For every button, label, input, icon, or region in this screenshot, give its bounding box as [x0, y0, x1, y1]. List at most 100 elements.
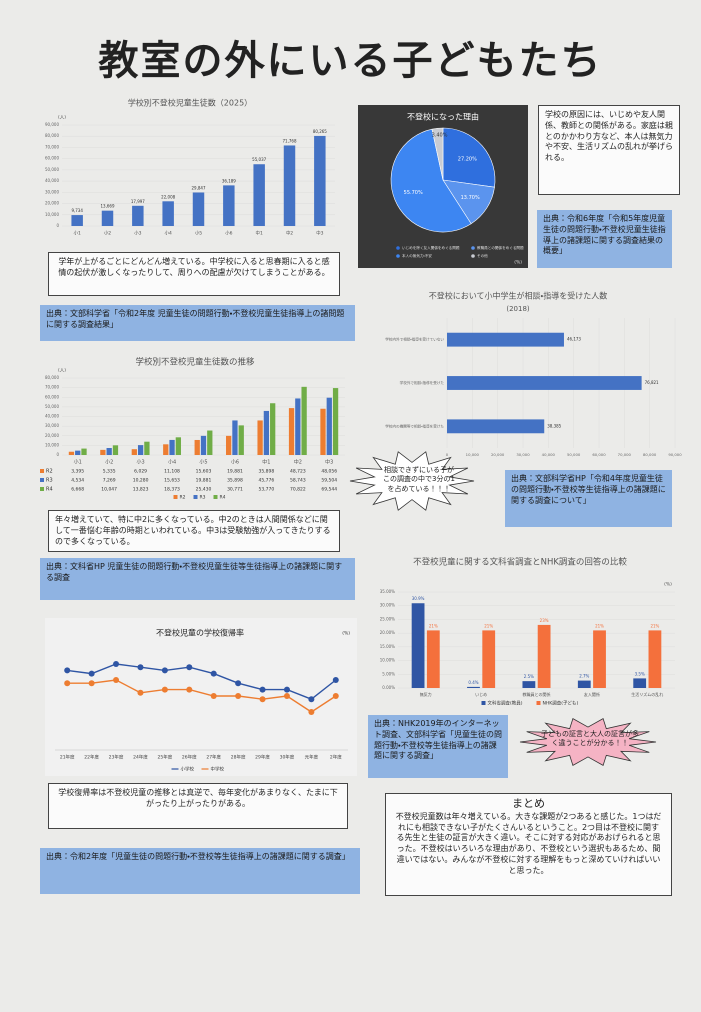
bar [71, 215, 83, 226]
line-marker [161, 667, 168, 674]
chart-title: 不登校になった理由 [407, 112, 479, 122]
bar [447, 419, 545, 434]
burst [519, 718, 657, 766]
data-label: 21% [595, 623, 604, 628]
table-swatch [40, 478, 44, 482]
line-marker [88, 670, 95, 677]
y-tick-label: 35.00% [380, 589, 395, 594]
y-tick-label: 10.00% [380, 658, 395, 663]
data-label: 23% [540, 618, 549, 623]
burst [349, 451, 475, 511]
bar [232, 420, 238, 455]
bar [100, 449, 106, 455]
y-tick-label: 5.00% [382, 671, 395, 676]
y-tick-label: 40,000 [45, 414, 59, 419]
y-tick-label: 50,000 [45, 404, 59, 409]
x-tick-label: 中3 [325, 459, 333, 466]
table-cell: 18,373 [164, 487, 180, 493]
bar [112, 445, 119, 455]
x-tick-label: 友人関係 [584, 691, 600, 697]
x-tick-label: 27年度 [206, 754, 221, 761]
bar [447, 332, 564, 347]
table-cell: 45,776 [259, 478, 275, 484]
x-tick-label: 中1 [262, 459, 270, 466]
bar [283, 145, 296, 226]
line-marker [88, 680, 95, 687]
bar [226, 435, 232, 455]
table-cell: 6,668 [71, 487, 84, 493]
bar [522, 681, 536, 688]
caption: 学年が上がるごとにどんどん増えている。中学校に入ると思春期に入ると感情の起伏が激… [48, 252, 340, 296]
x-tick-label: 30,000 [516, 452, 530, 457]
table-series-label: R2 [46, 469, 53, 475]
x-tick-label: 2年度 [330, 754, 342, 761]
source: 出典：文科省HP 児童生徒の問題行動・不登校児童生徒等生徒指導上の諸課題に関する… [40, 558, 355, 600]
x-tick-label: 小4 [164, 230, 171, 237]
bar [106, 448, 112, 455]
x-tick-label: 22年度 [84, 754, 99, 761]
line-marker [64, 680, 71, 687]
line-marker [308, 709, 315, 715]
x-tick-label: 中1 [255, 230, 262, 237]
burst-text: 子どもの証言と大人の証言が多く違うことが分かる！！ [541, 730, 639, 748]
axis-label: (%) [664, 582, 672, 588]
y-tick-label: 80,000 [45, 133, 59, 138]
legend-label: 中学校 [211, 766, 225, 773]
chart-title: 不登校において小中学生が相談・指導を受けた人数 [429, 291, 607, 301]
line-marker [186, 686, 193, 693]
bar [263, 410, 270, 455]
bar [288, 408, 295, 455]
bar [238, 425, 244, 455]
line-marker [137, 689, 144, 696]
bar [648, 630, 662, 688]
bar [194, 439, 200, 455]
summary: まとめ 不登校児童数は年々増えている。大きな課題が2つあると感じた。1つはだれに… [385, 793, 672, 896]
table-cell: 53,770 [259, 487, 275, 493]
x-tick-label: 28年度 [231, 754, 246, 761]
y-tick-label: 10,000 [45, 442, 59, 447]
table-swatch [40, 487, 44, 491]
data-label: 17,997 [131, 199, 145, 204]
bar [223, 185, 235, 226]
y-tick-label: 学校内外で相談・指導を受けていない [385, 337, 444, 342]
pie-slice [431, 127, 444, 181]
bar [482, 630, 496, 688]
table-cell: 19,881 [227, 469, 243, 475]
x-tick-label: 生活リズムの乱れ [631, 691, 663, 697]
legend-label: 教職員との関係をめぐる問題 [477, 245, 524, 250]
bar [162, 201, 174, 226]
line-marker [235, 680, 242, 687]
legend-label: いじめを除く友人関係をめぐる問題 [402, 245, 460, 250]
table-cell: 25,430 [196, 487, 212, 493]
bar [633, 678, 647, 688]
data-label: 30.9% [412, 596, 425, 601]
data-label: 21% [650, 623, 659, 628]
legend-label: その他 [477, 253, 488, 258]
y-tick-label: 学校外で相談・指導を受けた [400, 380, 445, 385]
chart-title: 不登校児童に関する文科省調査とNHK調査の回答の比較 [413, 557, 627, 568]
table-cell: 4,534 [71, 478, 84, 484]
data-label: 27.20% [458, 156, 477, 162]
x-tick-label: 小5 [195, 230, 202, 237]
table-cell: 6,029 [134, 469, 147, 475]
x-tick-label: 元年度 [305, 754, 319, 761]
x-tick-label: 小1 [73, 230, 80, 237]
data-label: 2.7% [579, 674, 589, 679]
bar [411, 603, 425, 688]
y-tick-label: 10,000 [45, 212, 59, 217]
line-marker [259, 686, 266, 693]
data-label: 38,385 [547, 423, 561, 428]
x-tick-label: 21年度 [60, 754, 75, 761]
table-cell: 58,743 [290, 478, 306, 484]
x-tick-label: 小6 [225, 230, 232, 237]
legend-swatch [471, 246, 475, 250]
bar [314, 135, 326, 226]
legend-label: 文科省調査(教員) [488, 700, 523, 707]
x-tick-label: 小5 [199, 459, 207, 466]
reasons-note: 学校の原因には、いじめや友人関係、教師との関係がある。家庭は親とのかかわり方など… [538, 105, 680, 195]
legend-label: NHK調査(子ども) [543, 700, 579, 707]
bar [326, 397, 332, 455]
bar [332, 388, 339, 455]
